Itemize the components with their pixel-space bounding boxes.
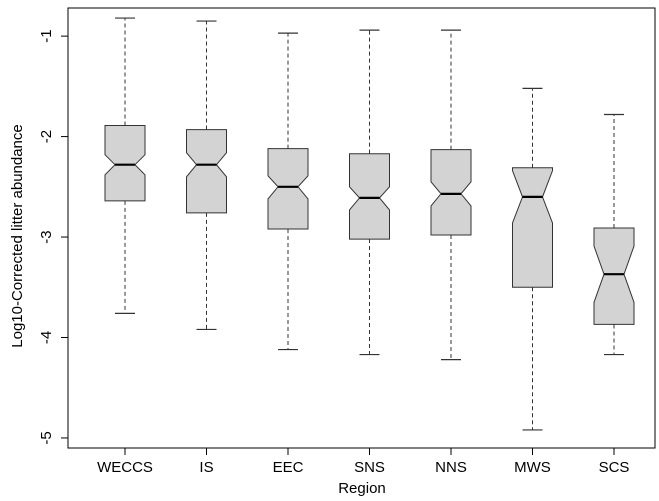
box-sns: [349, 29, 390, 356]
x-tick-label: EEC: [273, 459, 304, 476]
notched-box: [430, 149, 472, 236]
plot-border: [67, 7, 656, 449]
x-tick-label: NNS: [435, 459, 467, 476]
y-tick-label: -3: [38, 230, 55, 243]
y-tick-label: -2: [38, 130, 55, 143]
box-weccs: [104, 17, 146, 314]
box-scs: [593, 113, 635, 356]
box-mws: [512, 87, 553, 431]
notched-box: [512, 167, 553, 288]
y-tick-label: -4: [38, 331, 55, 344]
x-tick-label: MWS: [514, 459, 551, 476]
notched-box: [593, 227, 635, 325]
x-axis-title: Region: [338, 480, 386, 497]
y-tick-label: -5: [38, 431, 55, 444]
y-axis-title: Log10-Corrected litter abundance: [9, 124, 26, 347]
notched-box: [186, 129, 227, 214]
box-nns: [430, 29, 472, 361]
plot-frame: [67, 7, 656, 449]
y-axis: -1 -2 -3 -4 -5: [38, 29, 68, 445]
x-tick-label: SNS: [354, 459, 385, 476]
box-eec: [267, 32, 309, 351]
x-tick-label: WECCS: [97, 459, 153, 476]
x-axis: WECCS IS EEC SNS NNS MWS SCS: [97, 448, 629, 476]
notched-box: [267, 148, 309, 230]
box-is: [186, 20, 227, 331]
y-tick-label: -1: [38, 29, 55, 42]
notched-box: [349, 153, 390, 240]
boxes: [104, 17, 635, 431]
x-tick-label: IS: [199, 459, 213, 476]
notched-box: [104, 125, 146, 202]
x-tick-label: SCS: [599, 459, 630, 476]
